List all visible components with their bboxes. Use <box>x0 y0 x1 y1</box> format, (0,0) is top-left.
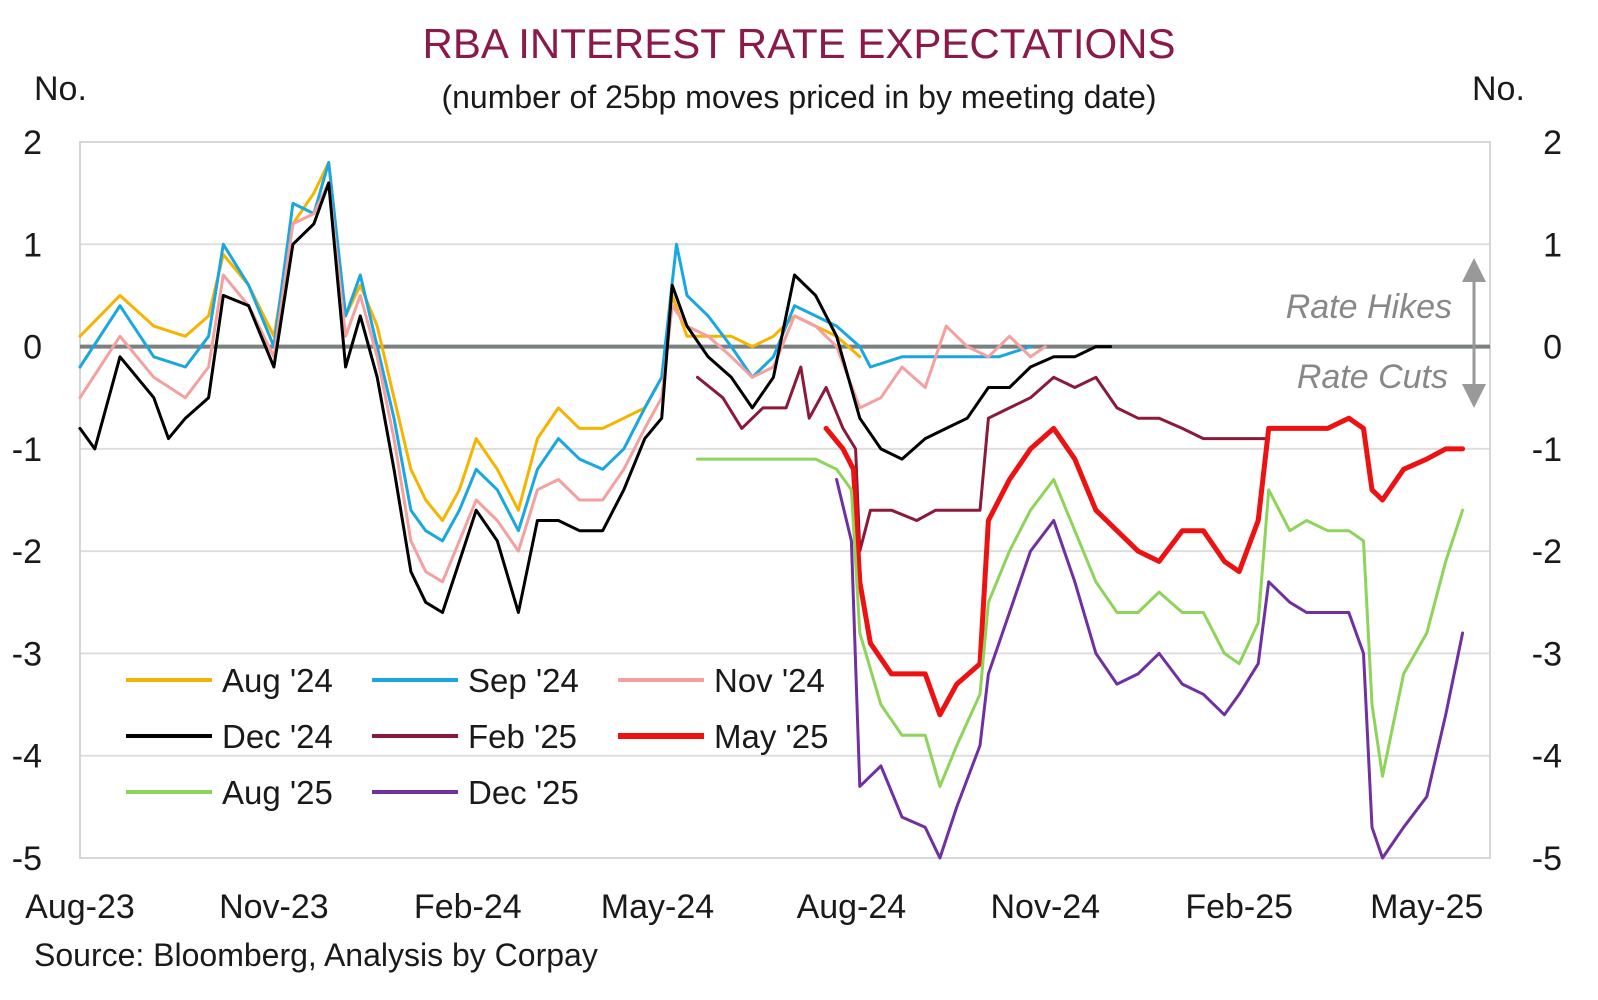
source-note: Source: Bloomberg, Analysis by Corpay <box>34 937 598 973</box>
plot-area-frame <box>79 141 1491 859</box>
y-axis-ticks: 2 2 1 1 0 0 -1 -1 -2 -2 -3 -3 -4 -4 -5 -5 <box>12 124 1562 878</box>
legend-label: Aug '25 <box>222 774 333 811</box>
y-tick-label-right: 0 <box>1543 329 1562 367</box>
x-tick-label: Feb-25 <box>1185 888 1293 926</box>
direction-arrow <box>1462 258 1486 408</box>
y-tick-label-left: -3 <box>12 635 42 673</box>
series-line <box>696 365 1271 553</box>
y-tick-label-right: -2 <box>1532 533 1562 571</box>
series-line <box>78 181 1113 614</box>
y-tick-label-left: 1 <box>23 226 42 264</box>
series-line <box>78 181 1047 584</box>
y-tick-label-left: -5 <box>12 840 42 878</box>
series-line <box>835 478 1465 860</box>
y-tick-label-left: 0 <box>23 329 42 367</box>
y-tick-label-right: -4 <box>1532 738 1562 776</box>
legend-label: Feb '25 <box>468 718 577 755</box>
legend: Aug '24 Sep '24 Nov '24 Dec '24 Feb '25 May '… <box>126 662 829 811</box>
series-line <box>696 457 1465 788</box>
x-tick-label: Nov-23 <box>219 888 329 926</box>
legend-label: May '25 <box>714 718 829 755</box>
y-axis-unit-right: No. <box>1472 70 1525 108</box>
y-tick-label-left: 2 <box>23 124 42 162</box>
x-tick-label: May-24 <box>601 888 714 926</box>
chart-subtitle: (number of 25bp moves priced in by meeti… <box>441 79 1156 115</box>
y-tick-label-right: -5 <box>1532 840 1562 878</box>
series-line <box>823 415 1466 718</box>
y-axis-unit-left: No. <box>34 70 87 108</box>
series-line <box>78 161 1032 543</box>
y-tick-label-right: 1 <box>1543 226 1562 264</box>
x-tick-label: Aug-23 <box>25 888 135 926</box>
rate-hikes-label: Rate Hikes <box>1286 288 1452 326</box>
legend-label: Aug '24 <box>222 662 333 699</box>
legend-label: Nov '24 <box>714 662 825 699</box>
x-tick-label: Feb-24 <box>414 888 522 926</box>
x-axis-ticks: Aug-23 Nov-23 Feb-24 May-24 Aug-24 Nov-24 Feb-… <box>25 888 1483 926</box>
legend-label: Sep '24 <box>468 662 579 699</box>
x-tick-label: Aug-24 <box>797 888 907 926</box>
x-tick-label: Nov-24 <box>990 888 1100 926</box>
legend-label: Dec '25 <box>468 774 579 811</box>
y-tick-label-left: -4 <box>12 738 42 776</box>
y-tick-label-right: 2 <box>1543 124 1562 162</box>
chart-title: RBA INTEREST RATE EXPECTATIONS <box>422 20 1175 67</box>
rate-cuts-label: Rate Cuts <box>1297 358 1448 396</box>
series-lines <box>78 161 1466 860</box>
series-line <box>78 161 862 522</box>
x-tick-label: May-25 <box>1370 888 1483 926</box>
y-tick-label-right: -3 <box>1532 635 1562 673</box>
y-tick-label-right: -1 <box>1532 431 1562 469</box>
legend-label: Dec '24 <box>222 718 333 755</box>
y-tick-label-left: -1 <box>12 431 42 469</box>
y-tick-label-left: -2 <box>12 533 42 571</box>
